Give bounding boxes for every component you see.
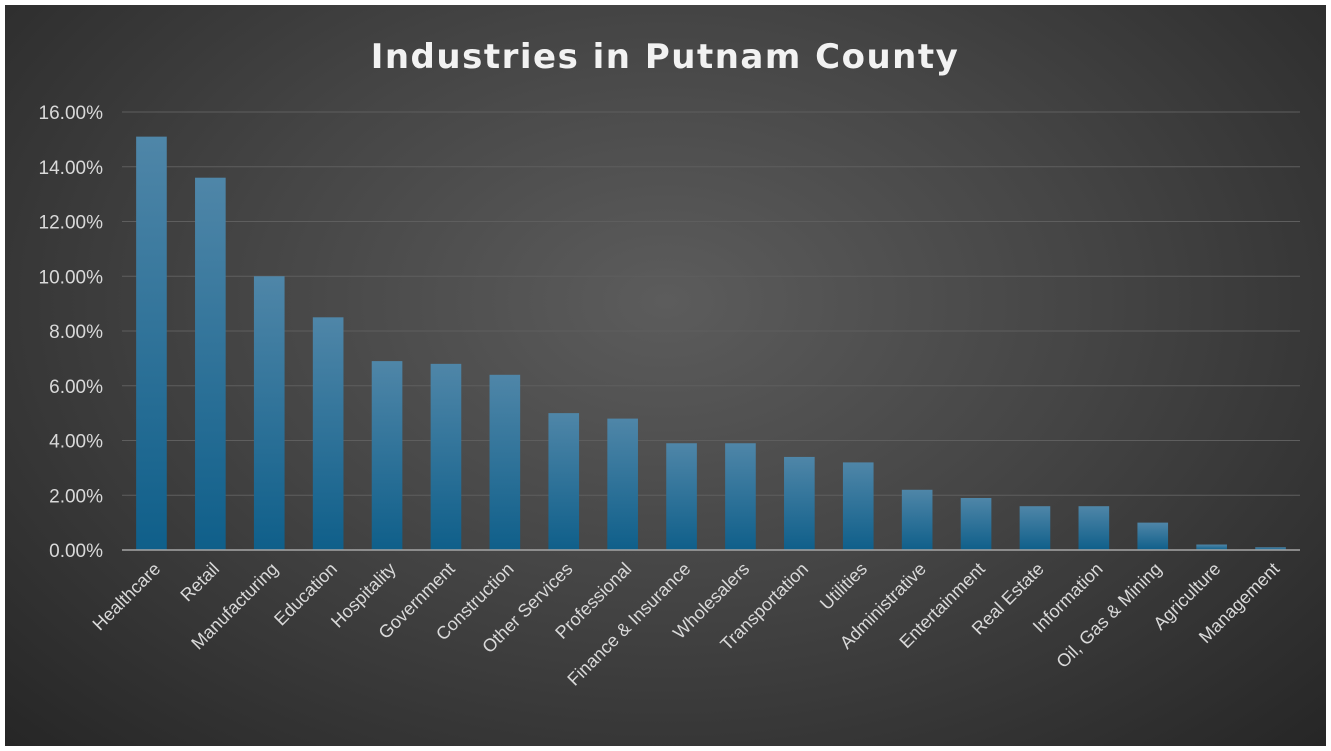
- y-tick-label: 12.00%: [39, 213, 104, 234]
- y-tick-label: 6.00%: [49, 377, 103, 398]
- y-tick-label: 2.00%: [49, 486, 103, 507]
- bar-other-services: [548, 413, 580, 550]
- gridlines: [122, 111, 1300, 496]
- bar-entertainment: [960, 497, 992, 550]
- bar-construction: [489, 374, 521, 550]
- bar-information: [1078, 506, 1110, 550]
- bar-wholesalers: [725, 443, 756, 550]
- x-tick-label: Healthcare: [89, 559, 165, 635]
- y-tick-label: 0.00%: [49, 541, 103, 562]
- bar-government: [430, 363, 462, 550]
- bar-finance-insurance: [666, 443, 697, 550]
- bars: [136, 136, 1286, 550]
- bar-utilities: [842, 462, 874, 550]
- y-tick-label: 4.00%: [49, 432, 103, 453]
- y-tick-label: 10.00%: [39, 267, 104, 288]
- x-tick-label: Utilities: [816, 559, 871, 614]
- bar-hospitality: [371, 361, 403, 550]
- x-axis-ticks: Healthcare RetailManufacturingEducationHo…: [89, 559, 1284, 690]
- y-tick-label: 16.00%: [39, 103, 104, 124]
- x-tick-label: Retail: [176, 559, 223, 606]
- bar-professional: [607, 418, 638, 550]
- x-tick-label: Oil, Gas & Mining: [1052, 559, 1165, 672]
- bar-management: [1255, 547, 1286, 550]
- bar-oil-gas-mining: [1137, 522, 1169, 550]
- bar-education: [312, 317, 344, 550]
- y-tick-label: 8.00%: [49, 322, 103, 343]
- bar-real-estate: [1019, 506, 1051, 550]
- y-axis-ticks: 0.00% 2.00% 4.00% 6.00% 8.00% 10.00% 12.00% 14.…: [39, 103, 104, 562]
- chart-title: Industries in Putnam County: [371, 37, 960, 77]
- bar-administrative: [901, 489, 933, 550]
- bar-agriculture: [1196, 544, 1227, 550]
- bar-transportation: [784, 456, 815, 550]
- bar-healthcare: [136, 136, 167, 550]
- y-tick-label: 14.00%: [39, 158, 104, 179]
- bar-manufacturing: [253, 276, 285, 550]
- bar-retail: [195, 177, 226, 550]
